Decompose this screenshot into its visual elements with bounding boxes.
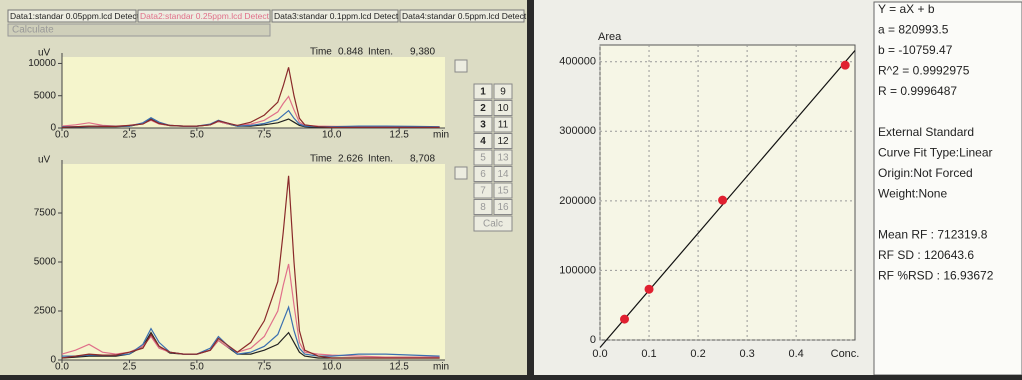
x-tick-label: 7.5 [257, 130, 271, 141]
x-unit: min [433, 130, 449, 141]
number-button-label: 15 [497, 186, 509, 197]
x-tick-label: 0.0 [592, 348, 607, 360]
cursor-info: 0.848 [338, 47, 363, 58]
x-tick-label: 0.4 [789, 348, 804, 360]
cursor-info: 2.626 [338, 154, 363, 165]
y-tick-label: 5000 [34, 90, 57, 101]
number-button-label: 5 [480, 153, 486, 164]
x-tick-label: 10.0 [322, 130, 342, 141]
x-tick-label: 0.2 [690, 348, 705, 360]
bottom-plot-area [62, 164, 445, 360]
number-button-label: 16 [497, 202, 509, 213]
y-tick-label: 300000 [559, 125, 596, 137]
number-button-label: 7 [480, 186, 486, 197]
y-tick-label: 10000 [28, 58, 56, 69]
stat-line: b = -10759.47 [878, 43, 953, 57]
number-button-label: 14 [497, 169, 509, 180]
cursor-info: Time [310, 47, 332, 58]
x-tick-label: 12.5 [389, 362, 409, 373]
x-tick-label: 12.5 [389, 130, 409, 141]
calculate-label: Calculate [12, 25, 54, 36]
number-button-label: 9 [500, 87, 506, 98]
stat-line: a = 820993.5 [878, 23, 949, 37]
stat-line: RF SD : 120643.6 [878, 248, 974, 262]
x-tick-label: 0.3 [739, 348, 754, 360]
calibration-plot-area [600, 45, 855, 340]
y-tick-label: 7500 [34, 208, 57, 219]
x-tick-label: 7.5 [257, 362, 271, 373]
x-tick-label: 2.5 [122, 362, 136, 373]
stat-line: Mean RF : 712319.8 [878, 228, 988, 242]
data-tab-label: Data4:standar 0.5ppm.lcd Detect [402, 11, 527, 21]
y-tick-label: 5000 [34, 257, 57, 268]
screen: Calculate Data1:standar 0.05ppm.lcd Dete… [0, 0, 1022, 375]
y-tick-label: 0 [590, 334, 596, 346]
y-unit: uV [38, 155, 51, 166]
x-tick-label: 5.0 [190, 362, 204, 373]
y-unit: uV [38, 48, 51, 59]
data-tab-label: Data2:standar 0.25ppm.lcd Detect [140, 11, 270, 21]
stat-line: Origin:Not Forced [878, 166, 973, 180]
x-tick-label: 10.0 [322, 362, 342, 373]
top-plot-area [62, 57, 445, 128]
stat-line: External Standard [878, 125, 974, 139]
page: Calculate Data1:standar 0.05ppm.lcd Dete… [0, 0, 1022, 375]
stat-line: R = 0.9996487 [878, 84, 957, 98]
y-tick-label: 2500 [34, 306, 57, 317]
data-tab-label: Data1:standar 0.05ppm.lcd Detect [10, 11, 140, 21]
y-tick-label: 400000 [559, 56, 596, 68]
cursor-info: 8,708 [410, 154, 435, 165]
x-tick-label: 2.5 [122, 130, 136, 141]
cursor-info: Time [310, 154, 332, 165]
stat-line: R^2 = 0.9992975 [878, 64, 970, 78]
stat-line: Y = aX + b [878, 2, 935, 16]
calibration-point [645, 285, 654, 294]
x-tick-label: 0.0 [55, 362, 69, 373]
x-tick-label: 5.0 [190, 130, 204, 141]
stat-line: Weight:None [878, 187, 947, 201]
x-tick-label: 0.1 [641, 348, 656, 360]
number-button-label: 13 [497, 153, 509, 164]
calc-button-label: Calc [483, 219, 503, 230]
number-button-label: 6 [480, 169, 486, 180]
cursor-info: 9,380 [410, 47, 435, 58]
calibration-point [841, 61, 850, 70]
y-tick-label: 100000 [559, 264, 596, 276]
calibration-point [718, 196, 727, 205]
number-button-label: 8 [480, 202, 486, 213]
data-tab-label: Data3:standar 0.1ppm.lcd Detect [274, 11, 399, 21]
y-tick-label: 200000 [559, 195, 596, 207]
number-button-label: 3 [480, 120, 486, 131]
stat-line: Curve Fit Type:Linear [878, 146, 993, 160]
number-button-label: 4 [480, 136, 486, 147]
scroll-button[interactable] [455, 60, 467, 72]
number-button-label: 1 [480, 87, 486, 98]
stat-line: RF %RSD : 16.93672 [878, 269, 994, 283]
cursor-info: Inten. [368, 47, 393, 58]
x-unit: min [433, 362, 449, 373]
y-axis-label: Area [598, 31, 622, 43]
number-button-label: 12 [497, 136, 509, 147]
scroll-button[interactable] [455, 167, 467, 179]
x-axis-label: Conc. [831, 348, 860, 360]
x-tick-label: 0.0 [55, 130, 69, 141]
number-button-label: 11 [498, 120, 509, 131]
number-button-label: 10 [497, 103, 509, 114]
cursor-info: Inten. [368, 154, 393, 165]
calibration-point [620, 315, 629, 324]
number-button-label: 2 [480, 103, 486, 114]
